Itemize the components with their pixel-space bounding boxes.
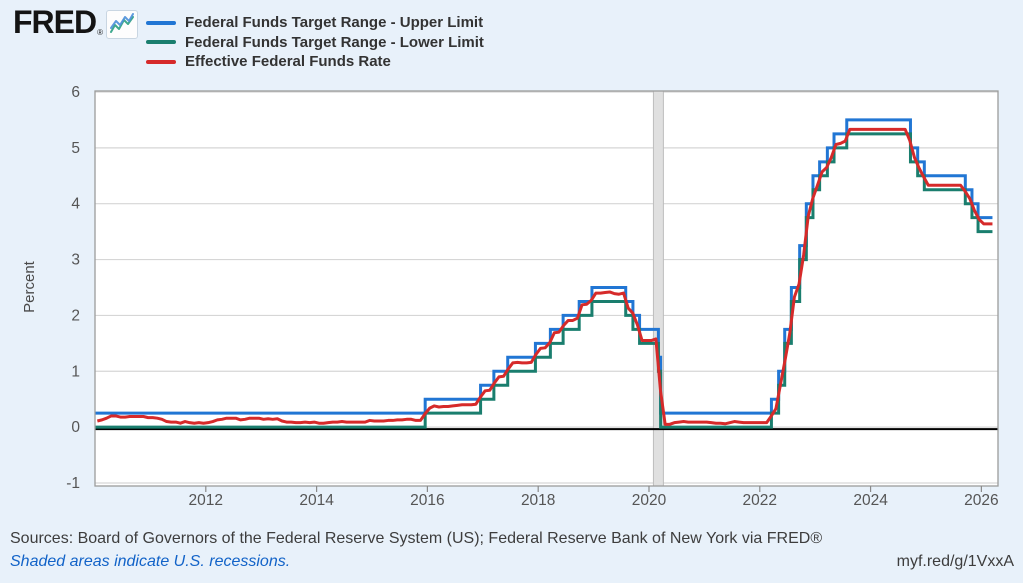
x-tick-label: 2024 xyxy=(853,492,888,509)
y-tick-label: -1 xyxy=(66,475,80,492)
x-tick-label: 2018 xyxy=(521,492,555,509)
x-tick-label: 2020 xyxy=(632,492,667,509)
legend-label-upper-limit: Federal Funds Target Range - Upper Limit xyxy=(185,14,484,32)
recession-note-link[interactable]: Shaded areas indicate U.S. recessions. xyxy=(10,553,291,570)
legend-item-effective-rate: Effective Federal Funds Rate xyxy=(146,52,484,72)
fred-logo-text: FRED xyxy=(13,4,97,40)
recession-band xyxy=(653,91,664,486)
fred-logo-registered-mark: ® xyxy=(97,28,104,37)
y-tick-label: 6 xyxy=(71,84,80,101)
legend: Federal Funds Target Range - Upper Limit… xyxy=(146,13,484,72)
x-tick-label: 2022 xyxy=(743,492,777,509)
short-url-link[interactable]: myf.red/g/1VxxA xyxy=(896,553,1014,570)
x-tick-label: 2016 xyxy=(410,492,444,509)
y-tick-label: 4 xyxy=(71,196,80,213)
legend-item-upper-limit: Federal Funds Target Range - Upper Limit xyxy=(146,13,484,33)
y-tick-label: 2 xyxy=(71,307,80,324)
y-tick-label: 5 xyxy=(71,140,80,157)
y-tick-label: 1 xyxy=(71,363,80,380)
x-tick-label: 2012 xyxy=(189,492,223,509)
legend-label-effective-rate: Effective Federal Funds Rate xyxy=(185,53,391,71)
x-tick-label: 2014 xyxy=(299,492,334,509)
legend-item-lower-limit: Federal Funds Target Range - Lower Limit xyxy=(146,33,484,53)
legend-swatch-effective-rate xyxy=(146,59,176,64)
series-line-2[interactable] xyxy=(96,127,993,426)
legend-swatch-lower-limit xyxy=(146,40,176,45)
y-tick-label: 0 xyxy=(71,419,80,436)
sparkline-icon xyxy=(106,10,139,39)
y-tick-label: 3 xyxy=(71,252,80,269)
plot-border xyxy=(94,90,999,487)
legend-label-lower-limit: Federal Funds Target Range - Lower Limit xyxy=(185,33,484,51)
legend-swatch-upper-limit xyxy=(146,20,176,25)
sources-text: Sources: Board of Governors of the Feder… xyxy=(10,530,823,547)
x-tick-label: 2026 xyxy=(964,492,998,509)
fred-logo[interactable]: FRED ® xyxy=(13,4,139,40)
